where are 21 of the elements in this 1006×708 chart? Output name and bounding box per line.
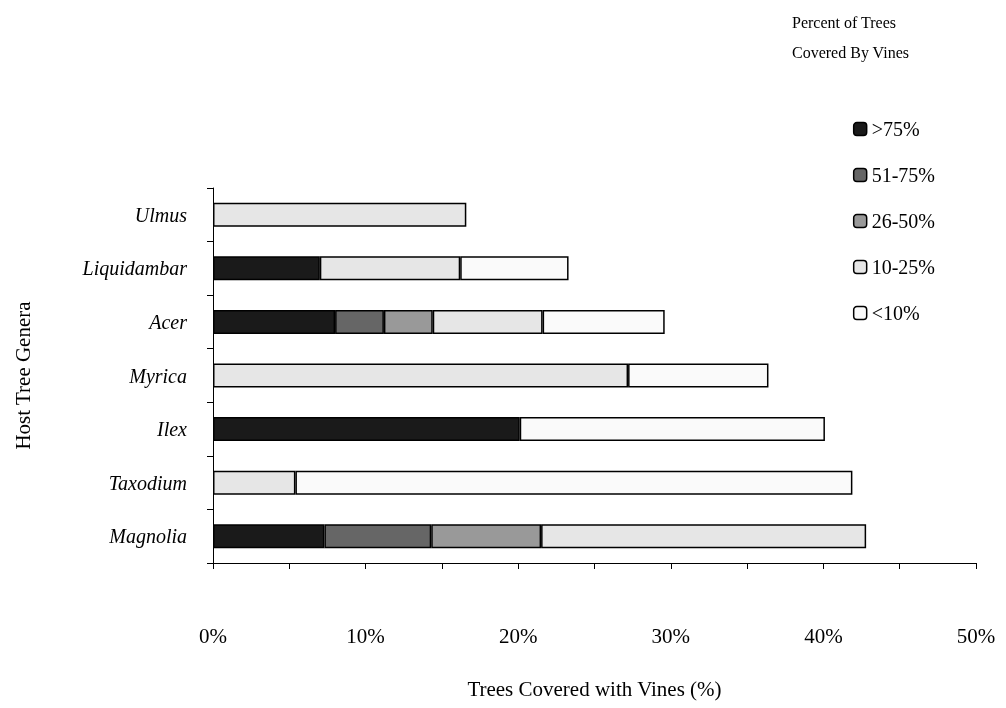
y-tick-label: Myrica: [128, 364, 187, 388]
x-axis-title: Trees Covered with Vines (%): [467, 676, 722, 701]
y-tick-label: Ilex: [156, 418, 188, 441]
x-tick-label: 50%: [956, 623, 996, 648]
legend-label: 10-25%: [871, 256, 936, 278]
x-tick-label: 10%: [346, 623, 385, 648]
x-tick-label: 0%: [199, 623, 227, 648]
y-tick-label: Ulmus: [134, 203, 188, 226]
y-tick-label: Taxodium: [108, 471, 187, 494]
y-tick-label: Magnolia: [108, 525, 187, 549]
y-axis-title: Host Tree Genera: [10, 300, 35, 450]
x-tick-label: 30%: [651, 623, 691, 648]
legend-label: <10%: [871, 302, 920, 324]
x-tick-label: 20%: [498, 623, 538, 648]
legend-label: >75%: [871, 118, 920, 140]
y-tick-label: Acer: [147, 310, 188, 333]
x-tick-label: 40%: [804, 623, 843, 648]
legend-label: 26-50%: [871, 210, 936, 232]
legend-title: Percent of Trees Covered By Vines: [792, 13, 909, 62]
legend-label: 51-75%: [871, 164, 936, 186]
y-tick-label: Liquidambar: [81, 257, 188, 281]
